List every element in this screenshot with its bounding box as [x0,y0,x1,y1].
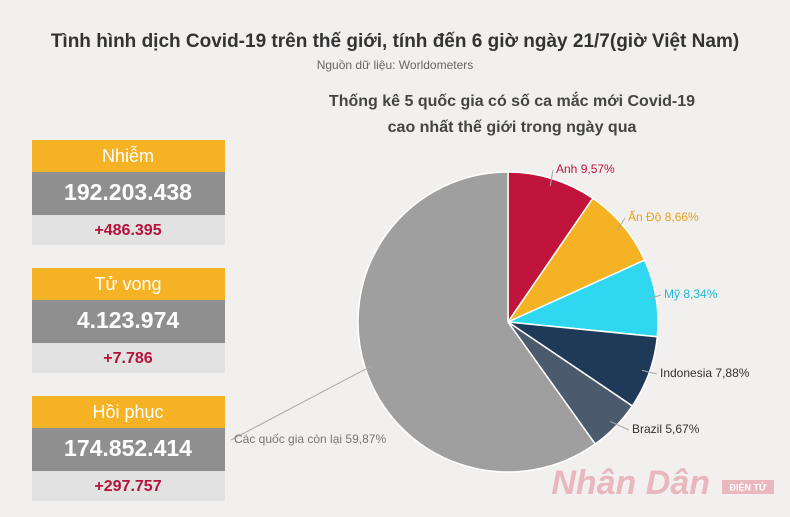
stat-total: 174.852.414 [64,435,192,461]
logo-badge [722,480,774,494]
stat-label: Nhiễm [102,145,154,166]
stat-label-box [32,396,225,428]
slice-category: Ấn Độ [628,209,662,224]
chart-title: Thống kê 5 quốc gia có số ca mắc mới Cov… [329,91,695,110]
slice-label: Ấn Độ 8,66% [628,209,699,224]
stat-total: 192.203.438 [64,179,192,205]
stat-total: 4.123.974 [77,307,180,333]
leader-line [648,294,662,300]
slice-value: 9,57% [581,162,615,176]
stat-change: +297.757 [94,478,161,495]
slice-label: Các quốc gia còn lại 59,87% [234,432,386,446]
stat-total-box [32,172,225,215]
source: Nguồn dữ liệu: Worldometers [317,58,474,72]
slice-category: Brazil [632,422,662,436]
slice-label: Brazil 5,67% [632,422,700,436]
stat-label-box [32,140,225,172]
slice-category: Anh [556,162,577,176]
slice-value: 5,67% [665,422,699,436]
stat-label: Hồi phục [92,402,163,422]
slice-category: Indonesia [660,366,712,380]
slice-label: Anh 9,57% [556,162,615,176]
chart-title: cao nhất thế giới trong ngày qua [388,119,637,136]
leader-line [230,365,373,441]
leader-line [549,169,554,186]
logo-sub: ĐIỆN TỬ [730,481,768,492]
slice-label: Mỹ 8,34% [664,287,718,301]
stat-total-box [32,300,225,343]
logo: Nhân Dân [551,464,710,502]
stat-change-box [32,471,225,501]
slice-category: Mỹ [664,287,680,301]
slice-category: Các quốc gia còn lại [234,432,342,446]
stat-change-box [32,215,225,245]
stat-label: Tử vong [94,274,161,294]
pie-slice [357,171,597,473]
slice-label: Indonesia 7,88% [660,366,750,380]
leader-line [641,369,658,375]
slice-value: 7,88% [715,366,749,380]
stat-label-box [32,268,225,300]
stat-change: +7.786 [103,350,152,367]
stat-change: +486.395 [94,222,161,239]
pie-slice [507,171,594,325]
slice-value: 8,66% [665,210,699,224]
pie-chart: Anh 9,57% Ấn Độ 8,66% Mỹ 8,34% Indonesia 7,… [230,162,750,473]
stat-change-box [32,343,225,373]
stat-total-box [32,428,225,471]
stats: Nhiễm 192.203.438 +486.395 Tử vong 4.123.974… [32,140,225,501]
title: Tình hình dịch Covid-19 trên thế giới, t… [51,31,739,52]
slice-value: 8,34% [683,287,717,301]
leader-line [616,217,626,231]
slice-value: 59,87% [345,432,386,446]
leader-line [609,420,630,431]
